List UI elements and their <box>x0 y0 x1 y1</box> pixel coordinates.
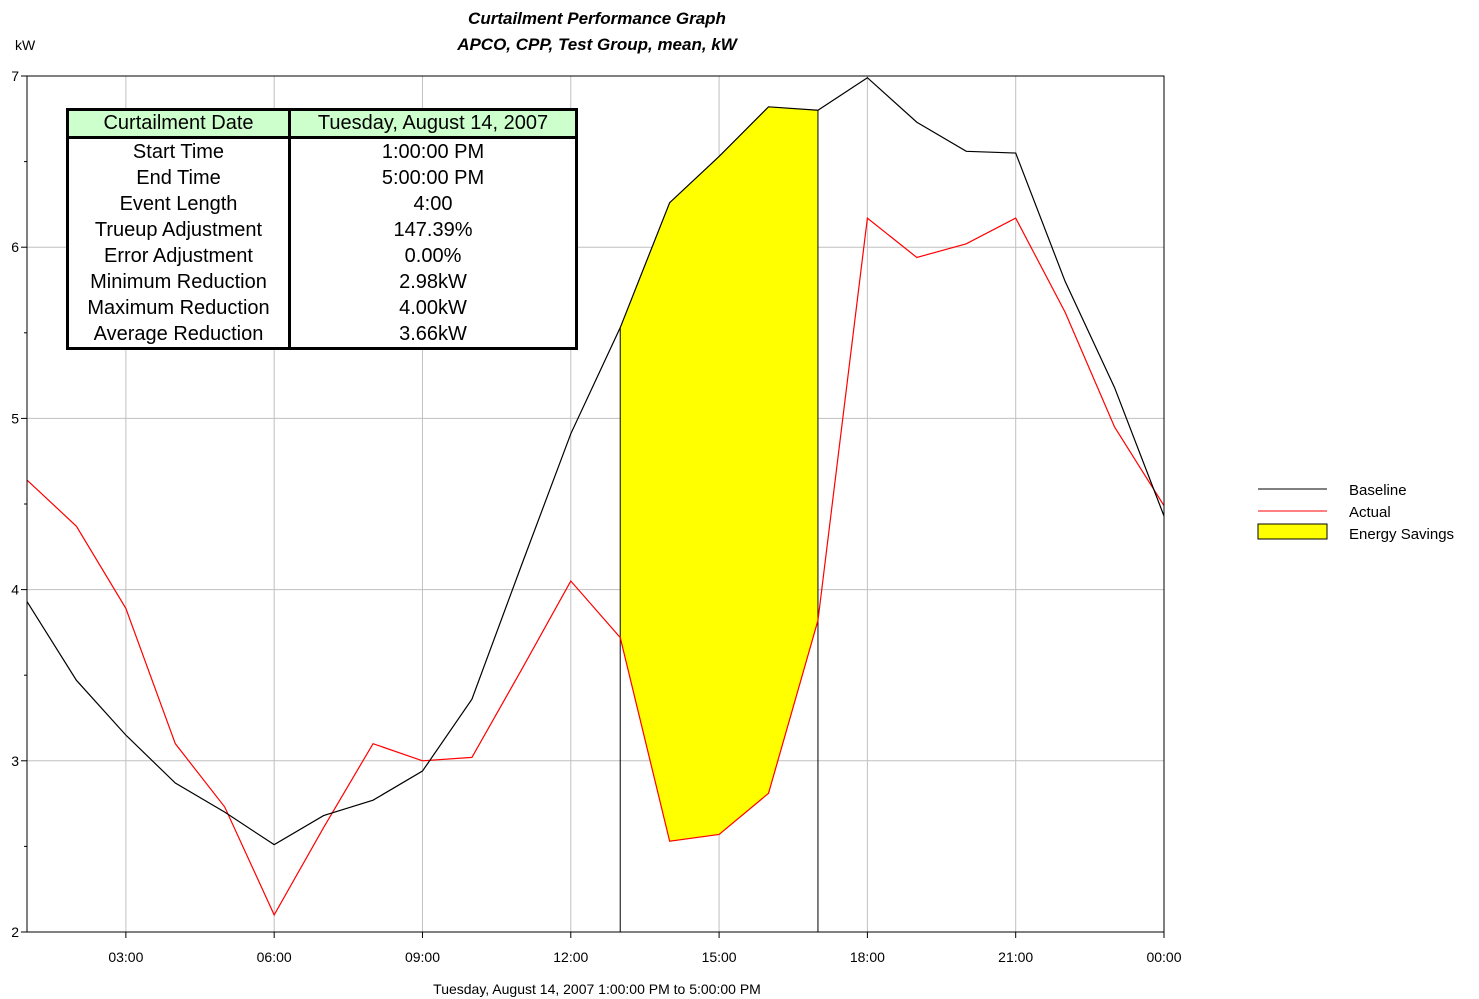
y-axis: 2 3 4 5 6 7 <box>11 68 27 940</box>
info-row-minimum-reduction: Minimum Reduction 2.98kW <box>68 269 577 295</box>
y-tick-label: 4 <box>11 582 19 598</box>
x-tick-label: 18:00 <box>850 949 885 965</box>
legend-label-actual: Actual <box>1349 504 1391 521</box>
info-value: 1:00:00 PM <box>288 137 577 165</box>
y-tick-label: 5 <box>11 410 19 426</box>
series-layer <box>26 76 1165 917</box>
legend: Baseline Actual Energy Savings <box>1257 482 1454 543</box>
y-tick-label: 7 <box>11 68 19 84</box>
legend-label-baseline: Baseline <box>1349 482 1407 499</box>
info-row-trueup-adjustment: Trueup Adjustment 147.39% <box>68 217 577 243</box>
info-table-header: Curtailment Date Tuesday, August 14, 200… <box>67 109 577 139</box>
info-label: Error Adjustment <box>104 245 253 267</box>
chart-title: Curtailment Performance Graph <box>468 9 726 28</box>
x-axis: 03:00 06:00 09:00 12:00 15:00 18:00 21:00 00:00 <box>108 932 1182 965</box>
info-label: Minimum Reduction <box>90 271 267 293</box>
info-row-average-reduction: Average Reduction 3.66kW <box>68 321 577 349</box>
info-header-label: Curtailment Date <box>67 109 290 139</box>
x-tick-label: 15:00 <box>702 949 737 965</box>
info-header-value: Tuesday, August 14, 2007 <box>288 109 577 139</box>
x-axis-label: Tuesday, August 14, 2007 1:00:00 PM to 5… <box>433 981 761 997</box>
y-tick-label: 6 <box>11 239 19 255</box>
x-tick-label: 06:00 <box>257 949 292 965</box>
x-tick-label: 03:00 <box>108 949 143 965</box>
info-row-maximum-reduction: Maximum Reduction 4.00kW <box>68 295 577 321</box>
info-label: Trueup Adjustment <box>94 219 263 241</box>
info-value: 147.39% <box>288 217 577 243</box>
x-tick-label: 21:00 <box>998 949 1033 965</box>
info-value: 3.66kW <box>288 321 577 349</box>
series-line-actual <box>26 216 1165 917</box>
curtailment-info-table: Curtailment Date Tuesday, August 14, 200… <box>66 108 578 350</box>
info-value: 2.98kW <box>288 269 577 295</box>
info-row-start-time: Start Time 1:00:00 PM <box>68 137 577 165</box>
energy-savings-area <box>620 106 818 842</box>
info-value: 4:00 <box>288 191 577 217</box>
event-window-lines <box>619 110 819 932</box>
series-line-baseline <box>26 76 1165 846</box>
y-tick-label: 2 <box>11 924 19 940</box>
x-tick-label: 12:00 <box>553 949 588 965</box>
legend-swatch-energy-savings <box>1257 523 1328 540</box>
info-row-event-length: Event Length 4:00 <box>68 191 577 217</box>
y-tick-label: 3 <box>11 753 19 769</box>
info-label: Start Time <box>132 141 225 163</box>
info-label: Maximum Reduction <box>87 297 270 319</box>
info-value: 0.00% <box>288 243 577 269</box>
info-label: Event Length <box>119 193 238 215</box>
info-label: End Time <box>136 167 221 189</box>
info-value: 4.00kW <box>288 295 577 321</box>
info-label: Average Reduction <box>93 323 264 345</box>
x-tick-label: 09:00 <box>405 949 440 965</box>
chart-subtitle: APCO, CPP, Test Group, mean, kW <box>456 35 739 54</box>
info-value: 5:00:00 PM <box>288 165 577 191</box>
legend-label-energy-savings: Energy Savings <box>1349 526 1454 543</box>
info-row-error-adjustment: Error Adjustment 0.00% <box>68 243 577 269</box>
y-axis-label: kW <box>15 37 36 53</box>
info-row-end-time: End Time 5:00:00 PM <box>68 165 577 191</box>
energy-savings-layer <box>620 106 818 842</box>
x-tick-label: 00:00 <box>1146 949 1181 965</box>
